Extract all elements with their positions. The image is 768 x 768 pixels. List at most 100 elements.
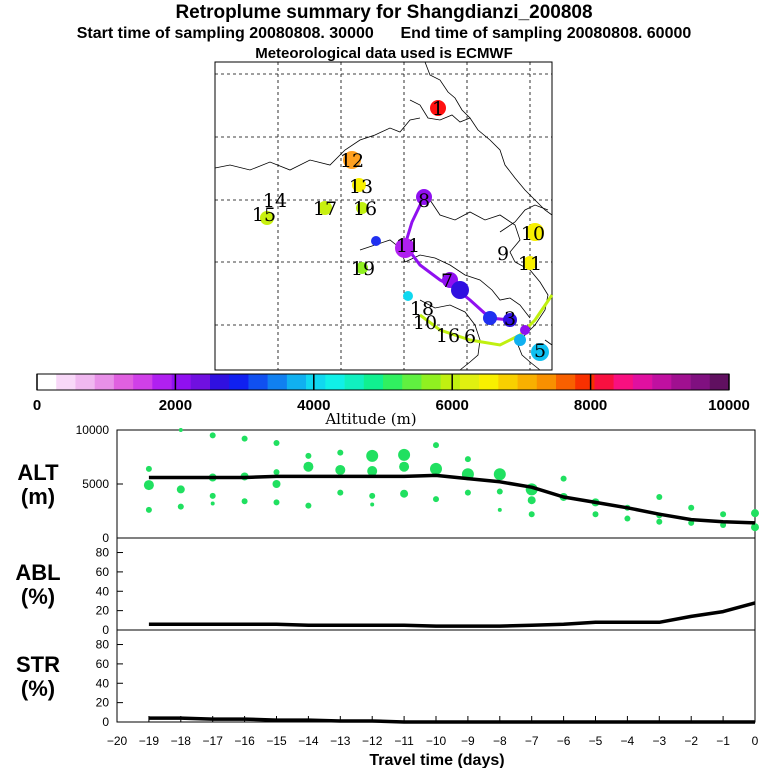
colorbar-swatch [190, 374, 211, 390]
colorbar-swatch [402, 374, 422, 390]
trajectory-point [416, 189, 432, 205]
altitude-scatter-point [335, 464, 346, 475]
altitude-scatter-point [366, 449, 379, 462]
y-tick-label: 40 [96, 676, 110, 690]
colorbar-swatch [133, 374, 153, 390]
map-day-label: 9 [497, 243, 509, 265]
map-day-label: 17 [313, 198, 337, 220]
x-tick-label: −6 [557, 734, 571, 748]
altitude-scatter-point [400, 489, 409, 498]
trajectory-point [343, 151, 361, 169]
map-day-label: 3 [504, 308, 516, 330]
trajectory-point [526, 223, 544, 241]
y-tick-label: 60 [96, 657, 110, 671]
map-day-label: 12 [340, 150, 364, 172]
x-tick-label: −5 [589, 734, 603, 748]
colorbar-swatch [690, 374, 711, 390]
colorbar-swatch [652, 374, 672, 390]
map-day-label: 11 [396, 235, 420, 257]
y-tick-label: 80 [96, 638, 110, 652]
alt-ylabel: ALT [17, 460, 59, 485]
colorbar-swatch [229, 374, 249, 390]
altitude-scatter-point [369, 492, 376, 499]
x-tick-label: −7 [525, 734, 539, 748]
altitude-scatter-point [370, 502, 375, 507]
colorbar-swatch [440, 374, 461, 390]
altitude-scatter-point [273, 499, 280, 506]
altitude-scatter-point [178, 428, 183, 432]
trajectory-point [371, 236, 381, 246]
altitude-scatter-point [527, 496, 536, 505]
altitude-scatter-point [560, 475, 567, 482]
colorbar-swatch [709, 374, 730, 390]
altitude-scatter-point [624, 515, 631, 522]
y-tick-label: 60 [96, 565, 110, 579]
map-day-label: 5 [534, 340, 546, 362]
y-tick-label: 40 [96, 584, 110, 598]
colorbar-swatch [94, 374, 115, 390]
x-tick-label: −10 [426, 734, 447, 748]
colorbar-swatch [267, 374, 288, 390]
colorbar-swatch [556, 374, 576, 390]
colorbar-swatch [536, 374, 557, 390]
end-time-label: End time of sampling 20080808. 60000 [400, 25, 692, 42]
colorbar-swatch [575, 374, 595, 390]
colorbar-swatch [459, 374, 480, 390]
altitude-scatter-point [143, 480, 154, 491]
map-day-label: 14 [263, 190, 287, 212]
altitude-scatter-point [688, 504, 695, 511]
altitude-scatter-point [273, 439, 280, 446]
altitude-scatter-point [273, 469, 280, 476]
x-tick-label: −18 [171, 734, 192, 748]
altitude-scatter-point [176, 485, 185, 494]
map-day-label: 19 [351, 258, 375, 280]
trajectory-point [260, 211, 274, 225]
altitude-scatter-point [399, 461, 410, 472]
colorbar-tick-label: 8000 [574, 397, 607, 414]
map-day-label: 6 [464, 326, 476, 348]
trajectory-point [356, 202, 368, 214]
y-tick-label: 20 [96, 604, 110, 618]
altitude-scatter-point [430, 462, 442, 475]
trajectory-line-upper [403, 196, 511, 322]
altitude-scatter-point [145, 506, 152, 513]
colorbar-swatch [479, 374, 499, 390]
x-tick-label: −11 [394, 734, 414, 748]
altitude-scatter-point [497, 507, 502, 512]
map-day-label: 8 [418, 190, 430, 212]
altitude-scatter-point [241, 435, 248, 442]
x-tick-label: 0 [752, 734, 759, 748]
colorbar-swatch [421, 374, 441, 390]
colorbar-swatch [383, 374, 403, 390]
altitude-scatter-point [592, 511, 599, 518]
map-day-label: 18 [410, 298, 434, 320]
altitude-scatter-point [493, 468, 506, 481]
map-day-label: 15 [252, 204, 276, 226]
abl-panel: ABL(%) 80 60 40 20 0 [15, 537, 756, 637]
y-tick-label: 10000 [76, 423, 110, 437]
altitude-scatter-point [209, 492, 216, 499]
trajectory-point [403, 291, 413, 301]
str-frame [116, 629, 756, 723]
altitude-scatter-point [751, 523, 759, 532]
str-yunit: (%) [21, 676, 55, 701]
x-tick-label: −20 [107, 734, 128, 748]
colorbar-swatch [75, 374, 95, 390]
x-tick-label: −9 [461, 734, 475, 748]
abl-yunit: (%) [21, 584, 55, 609]
travel-time-axis: −20 −19 −18 −17 −16 −15 −14 −13 −12 −11 −10 −9 −8 −7−… [107, 716, 759, 768]
colorbar-swatch [113, 374, 134, 390]
str-ylabel: STR [16, 652, 60, 677]
colorbar-swatch [671, 374, 691, 390]
altitude-scatter-point [367, 466, 378, 477]
x-tick-label: −3 [652, 734, 666, 748]
colorbar-swatch [37, 374, 57, 390]
map-day-label: 1 [432, 98, 444, 120]
altitude-panel: ALT(m) 10000 5000 0 [17, 423, 759, 545]
colorbar-swatch [286, 374, 307, 390]
alt-yunit: (m) [21, 484, 55, 509]
altitude-scatter-point [496, 488, 503, 495]
altitude-scatter-point [177, 503, 184, 510]
map-day-label: 13 [349, 176, 373, 198]
colorbar-label: Altitude (m) [324, 410, 416, 428]
